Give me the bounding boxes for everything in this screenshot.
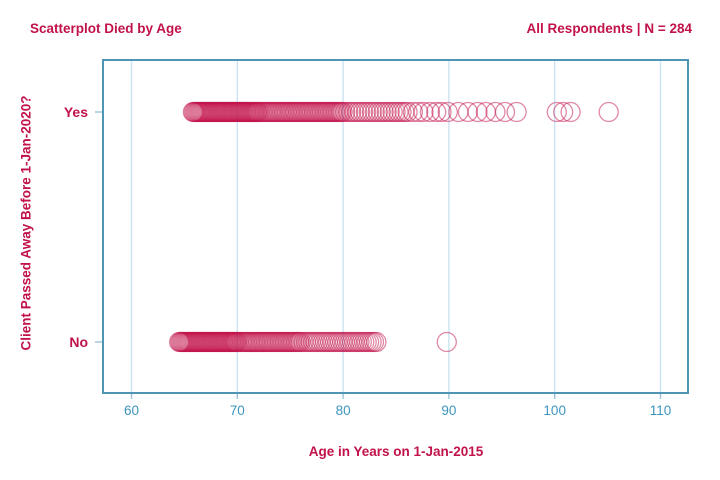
plot-border bbox=[102, 59, 689, 394]
scatter-marker bbox=[431, 101, 452, 123]
y-tick-label: Yes bbox=[63, 104, 88, 120]
scatter-marker bbox=[560, 101, 581, 123]
scatter-marker bbox=[436, 331, 457, 353]
x-tick-label: 80 bbox=[335, 403, 351, 418]
scatter-marker bbox=[494, 101, 516, 123]
scatter-marker bbox=[413, 101, 434, 123]
y-axis-title: Client Passed Away Before 1-Jan-2020? bbox=[18, 95, 34, 351]
scatter-marker bbox=[485, 101, 506, 123]
chart-title: Scatterplot Died by Age bbox=[30, 21, 182, 36]
scatter-marker bbox=[457, 101, 479, 123]
scatter-marker bbox=[402, 101, 424, 123]
scatter-marker bbox=[437, 101, 458, 123]
x-axis-title: Age in Years on 1-Jan-2015 bbox=[308, 444, 484, 459]
scatter-marker bbox=[397, 101, 418, 123]
scatter-marker bbox=[553, 101, 574, 123]
scatter-marker bbox=[366, 331, 387, 353]
x-tick-label: 100 bbox=[543, 403, 566, 418]
scatter-marker bbox=[467, 101, 488, 123]
x-tick-label: 70 bbox=[229, 403, 245, 418]
x-tick-label: 90 bbox=[441, 403, 457, 418]
y-tick-label: No bbox=[69, 334, 88, 350]
chart-annotation: All Respondents | N = 284 bbox=[526, 21, 692, 36]
scatter-marker bbox=[419, 101, 441, 123]
scatter-marker bbox=[408, 101, 429, 123]
scatter-marker bbox=[426, 101, 447, 123]
x-tick-label: 110 bbox=[649, 403, 672, 418]
scatter-marker bbox=[506, 101, 527, 123]
scatter-marker bbox=[598, 101, 619, 123]
x-tick-label: 60 bbox=[123, 403, 140, 418]
scatter-marker bbox=[546, 101, 567, 123]
